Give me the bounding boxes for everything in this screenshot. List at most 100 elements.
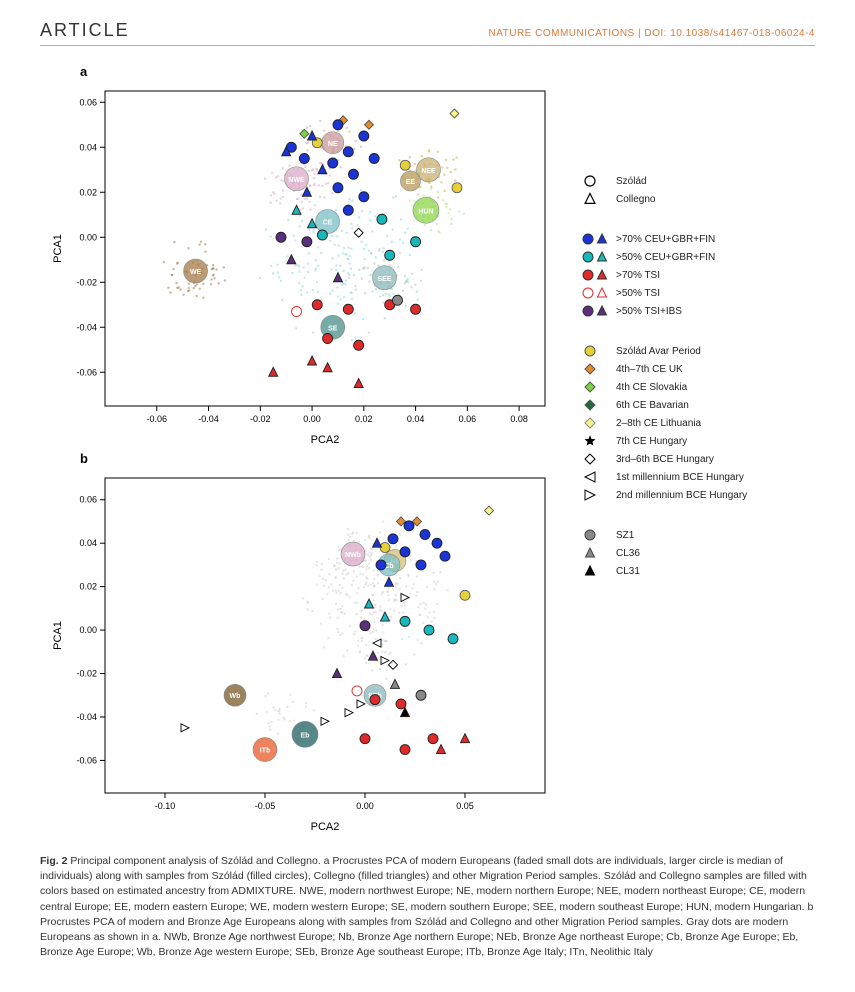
svg-text:-0.04: -0.04 xyxy=(198,414,219,424)
legend-symbol xyxy=(580,380,616,394)
svg-text:-0.02: -0.02 xyxy=(250,414,271,424)
svg-text:0.02: 0.02 xyxy=(355,414,373,424)
legend-item: 3rd–6th BCE Hungary xyxy=(580,452,810,466)
legend-label: >50% TSI xyxy=(616,288,660,299)
legend-symbol xyxy=(580,268,616,282)
svg-text:PCA1: PCA1 xyxy=(52,621,64,650)
legend-symbol xyxy=(580,174,616,188)
legend-symbol xyxy=(580,470,616,484)
legend-item: Szólád Avar Period xyxy=(580,344,810,358)
svg-text:ITb: ITb xyxy=(260,748,271,755)
legend-label: CL36 xyxy=(616,548,640,559)
svg-text:0.00: 0.00 xyxy=(79,625,97,635)
legend-item: 2nd millennium BCE Hungary xyxy=(580,488,810,502)
svg-text:WE: WE xyxy=(190,269,202,276)
panel-b-label: b xyxy=(80,451,560,466)
article-header: ARTICLE NATURE COMMUNICATIONS | DOI: 10.… xyxy=(40,20,815,46)
journal-doi: NATURE COMMUNICATIONS | DOI: 10.1038/s41… xyxy=(488,28,815,39)
legend-symbol xyxy=(580,452,616,466)
legend-symbol xyxy=(580,304,616,318)
charts-column: a -0.06 -0.04 -0.02 0.00 0.02 0.04 0.06 0.08 -0.… xyxy=(40,64,560,838)
svg-text:SEE: SEE xyxy=(378,276,392,283)
legend-item: SZ1 xyxy=(580,528,810,542)
svg-text:0.08: 0.08 xyxy=(510,414,528,424)
legend-label: 2nd millennium BCE Hungary xyxy=(616,490,747,501)
svg-text:-0.02: -0.02 xyxy=(76,277,97,287)
svg-text:0.06: 0.06 xyxy=(79,495,97,505)
legend-label: CL31 xyxy=(616,566,640,577)
svg-text:-0.06: -0.06 xyxy=(147,414,168,424)
figure-caption: Fig. 2 Principal component analysis of S… xyxy=(40,854,815,961)
legend-item: >50% CEU+GBR+FIN xyxy=(580,250,810,264)
legend-item: 4th–7th CE UK xyxy=(580,362,810,376)
legend-symbol xyxy=(580,192,616,206)
svg-text:NEE: NEE xyxy=(421,168,436,175)
legend-item: Szólád xyxy=(580,174,810,188)
legend-shapes: Szólád Collegno xyxy=(580,174,810,206)
svg-text:CE: CE xyxy=(323,220,333,227)
svg-text:0.04: 0.04 xyxy=(79,538,97,548)
caption-figlabel: Fig. 2 xyxy=(40,855,67,867)
svg-text:0.04: 0.04 xyxy=(79,142,97,152)
svg-text:EE: EE xyxy=(406,179,416,186)
svg-text:0.00: 0.00 xyxy=(303,414,321,424)
legend-extras: SZ1 CL36 CL31 xyxy=(580,528,810,578)
legend-symbol xyxy=(580,344,616,358)
legend-item: Collegno xyxy=(580,192,810,206)
legend-item: 2–8th CE Lithuania xyxy=(580,416,810,430)
svg-text:-0.06: -0.06 xyxy=(76,367,97,377)
pca-plot-a: -0.06-0.04-0.020.000.020.040.060.08-0.06… xyxy=(40,81,560,451)
legend-item: 4th CE Slovakia xyxy=(580,380,810,394)
legend-label: >70% TSI xyxy=(616,270,660,281)
svg-text:0.05: 0.05 xyxy=(456,801,474,811)
page: ARTICLE NATURE COMMUNICATIONS | DOI: 10.… xyxy=(0,0,855,991)
svg-text:-0.10: -0.10 xyxy=(155,801,176,811)
legend-label: SZ1 xyxy=(616,530,634,541)
legend-label: >50% CEU+GBR+FIN xyxy=(616,252,715,263)
legend-item: >70% TSI xyxy=(580,268,810,282)
legend-label: 6th CE Bavarian xyxy=(616,400,689,411)
legend-label: >50% TSI+IBS xyxy=(616,306,682,317)
legend-label: 1st millennium BCE Hungary xyxy=(616,472,744,483)
legend-period: Szólád Avar Period 4th–7th CE UK 4th CE Sl… xyxy=(580,344,810,502)
svg-text:Wb: Wb xyxy=(230,693,241,700)
svg-text:SE: SE xyxy=(328,325,338,332)
legend-symbol xyxy=(580,286,616,300)
svg-text:0.02: 0.02 xyxy=(79,582,97,592)
legend-item: 1st millennium BCE Hungary xyxy=(580,470,810,484)
caption-title: Principal component analysis of Szólád a… xyxy=(67,855,323,867)
legend-item: >50% TSI+IBS xyxy=(580,304,810,318)
svg-text:-0.02: -0.02 xyxy=(76,669,97,679)
legend-label: 4th–7th CE UK xyxy=(616,364,683,375)
svg-text:0.04: 0.04 xyxy=(407,414,425,424)
svg-text:NWb: NWb xyxy=(345,552,361,559)
svg-text:NWE: NWE xyxy=(288,177,305,184)
legend-column: Szólád Collegno >70% CEU+GBR+FIN >50% CEU+… xyxy=(560,64,810,604)
svg-text:-0.04: -0.04 xyxy=(76,712,97,722)
svg-text:PCA2: PCA2 xyxy=(311,434,340,446)
legend-symbol xyxy=(580,398,616,412)
legend-symbol xyxy=(580,434,616,448)
legend-label: 2–8th CE Lithuania xyxy=(616,418,701,429)
svg-text:-0.06: -0.06 xyxy=(76,755,97,765)
legend-label: >70% CEU+GBR+FIN xyxy=(616,234,715,245)
legend-item: CL36 xyxy=(580,546,810,560)
svg-text:0.02: 0.02 xyxy=(79,187,97,197)
svg-text:-0.05: -0.05 xyxy=(255,801,276,811)
svg-text:0.00: 0.00 xyxy=(79,232,97,242)
svg-text:PCA1: PCA1 xyxy=(52,234,64,263)
legend-ancestry: >70% CEU+GBR+FIN >50% CEU+GBR+FIN >70% TSI… xyxy=(580,232,810,318)
legend-symbol xyxy=(580,564,616,578)
panel-a-label: a xyxy=(80,64,560,79)
pca-plot-b: -0.10 -0.05 0.00 0.05 -0.06 -0.04 -0.02 0.00 0.0… xyxy=(40,468,560,838)
svg-text:PCA2: PCA2 xyxy=(311,821,340,833)
svg-text:-0.04: -0.04 xyxy=(76,322,97,332)
legend-label: 4th CE Slovakia xyxy=(616,382,687,393)
legend-item: >50% TSI xyxy=(580,286,810,300)
figure-area: a -0.06 -0.04 -0.02 0.00 0.02 0.04 0.06 0.08 -0.… xyxy=(40,64,815,838)
legend-symbol xyxy=(580,232,616,246)
legend-item: 6th CE Bavarian xyxy=(580,398,810,412)
svg-text:NE: NE xyxy=(328,141,338,148)
legend-label: Collegno xyxy=(616,194,655,205)
svg-text:0.00: 0.00 xyxy=(356,801,374,811)
